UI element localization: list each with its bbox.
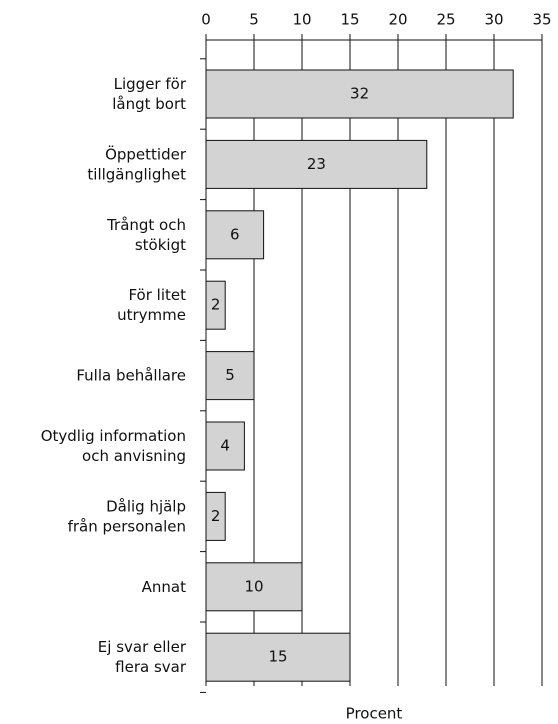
x-tick-label: 15	[340, 11, 359, 29]
x-tick-label: 5	[249, 11, 259, 29]
y-tick-label: Trångt och stökigt	[106, 215, 186, 253]
x-tick-label: 20	[388, 11, 407, 29]
data-label: 6	[230, 225, 240, 243]
x-tick-label: 25	[436, 11, 455, 29]
x-axis-label: Procent	[346, 705, 403, 723]
x-tick-label: 0	[201, 11, 211, 29]
y-tick-label: Ej svar eller flera svar	[98, 638, 187, 676]
x-tick-label: 30	[484, 11, 503, 29]
bar	[205, 632, 351, 682]
data-label: 23	[307, 155, 326, 173]
data-label: 4	[220, 437, 230, 455]
y-tick-label: Annat	[142, 577, 186, 595]
bar	[205, 351, 255, 401]
bar	[205, 210, 265, 260]
bar	[205, 421, 245, 471]
y-tick-label: Fulla behållare	[76, 366, 186, 384]
y-tick-label: Otydlig information och anvisning	[41, 427, 186, 465]
data-label: 15	[268, 648, 287, 666]
y-tick-label: Öppettider tillgänglighet	[87, 144, 186, 183]
bar	[205, 562, 303, 612]
bar	[205, 491, 226, 541]
bar	[205, 69, 514, 119]
y-tick-label: Ligger för långt bort	[112, 75, 187, 113]
data-label: 5	[225, 366, 235, 384]
x-tick-label: 10	[292, 11, 311, 29]
y-tick-label: Dålig hjälp från personalen	[68, 497, 186, 535]
data-label: 10	[244, 577, 263, 595]
bar	[205, 139, 428, 189]
bar	[205, 280, 226, 330]
data-label: 32	[350, 85, 369, 103]
data-label: 2	[211, 507, 221, 525]
data-label: 2	[211, 296, 221, 314]
y-tick-label: För litet utrymme	[117, 286, 186, 324]
x-tick-label: 35	[532, 11, 551, 29]
